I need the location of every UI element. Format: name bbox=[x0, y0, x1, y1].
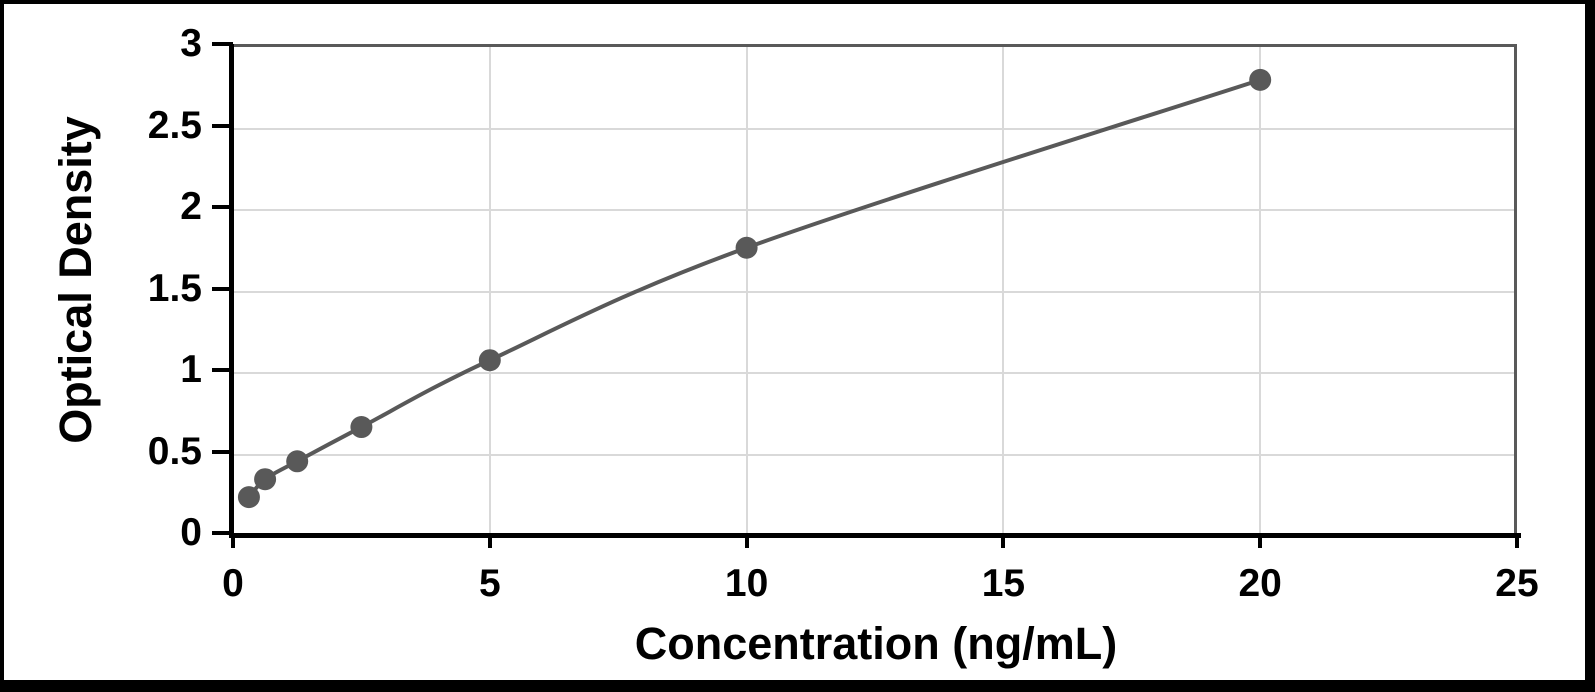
x-axis-tick-label: 5 bbox=[478, 562, 501, 605]
horizontal-gridline bbox=[233, 453, 1514, 456]
y-axis-tick-mark bbox=[212, 531, 233, 535]
y-axis-tick-label: 0.5 bbox=[147, 429, 202, 473]
y-axis-tick-mark bbox=[212, 42, 233, 46]
y-axis-tick-mark bbox=[212, 368, 233, 372]
x-axis-tick-mark bbox=[231, 536, 235, 548]
horizontal-gridline bbox=[233, 209, 1514, 211]
x-axis-tick-label: 20 bbox=[1238, 562, 1282, 605]
y-axis-tick-mark bbox=[212, 286, 233, 291]
x-axis-tick-mark bbox=[744, 536, 749, 548]
x-axis-tick-mark bbox=[487, 536, 492, 548]
x-axis-tick-label: 0 bbox=[222, 562, 244, 605]
vertical-gridline bbox=[745, 47, 748, 533]
vertical-gridline bbox=[1002, 47, 1005, 533]
y-axis-tick-label: 0 bbox=[180, 511, 202, 554]
y-axis-tick-label: 1 bbox=[180, 348, 202, 391]
y-axis-line bbox=[229, 44, 234, 538]
vertical-gridline bbox=[488, 47, 491, 533]
x-axis-tick-label: 10 bbox=[724, 562, 769, 605]
x-axis-title: Concentration (ng/mL) bbox=[634, 618, 1118, 669]
y-axis-tick-label: 1.5 bbox=[147, 266, 202, 310]
y-axis-tick-label: 3 bbox=[180, 22, 202, 65]
y-axis-tick-mark bbox=[212, 123, 233, 128]
y-axis-tick-label: 2.5 bbox=[147, 103, 202, 147]
x-axis-line bbox=[229, 533, 1521, 538]
y-axis-tick-mark bbox=[212, 449, 233, 454]
x-axis-tick-label: 15 bbox=[981, 562, 1026, 605]
horizontal-gridline bbox=[233, 127, 1514, 130]
x-axis-tick-mark bbox=[1258, 536, 1263, 548]
y-axis-tick-label: 2 bbox=[180, 185, 202, 228]
x-axis-tick-mark bbox=[1515, 536, 1519, 548]
y-axis-title: Optical Density bbox=[50, 116, 101, 444]
plot-area bbox=[233, 44, 1517, 533]
horizontal-gridline bbox=[233, 372, 1514, 374]
horizontal-gridline bbox=[233, 290, 1514, 293]
x-axis-tick-label: 25 bbox=[1495, 562, 1539, 605]
vertical-gridline bbox=[1259, 47, 1262, 533]
x-axis-tick-mark bbox=[1001, 536, 1006, 548]
y-axis-tick-mark bbox=[212, 205, 233, 209]
